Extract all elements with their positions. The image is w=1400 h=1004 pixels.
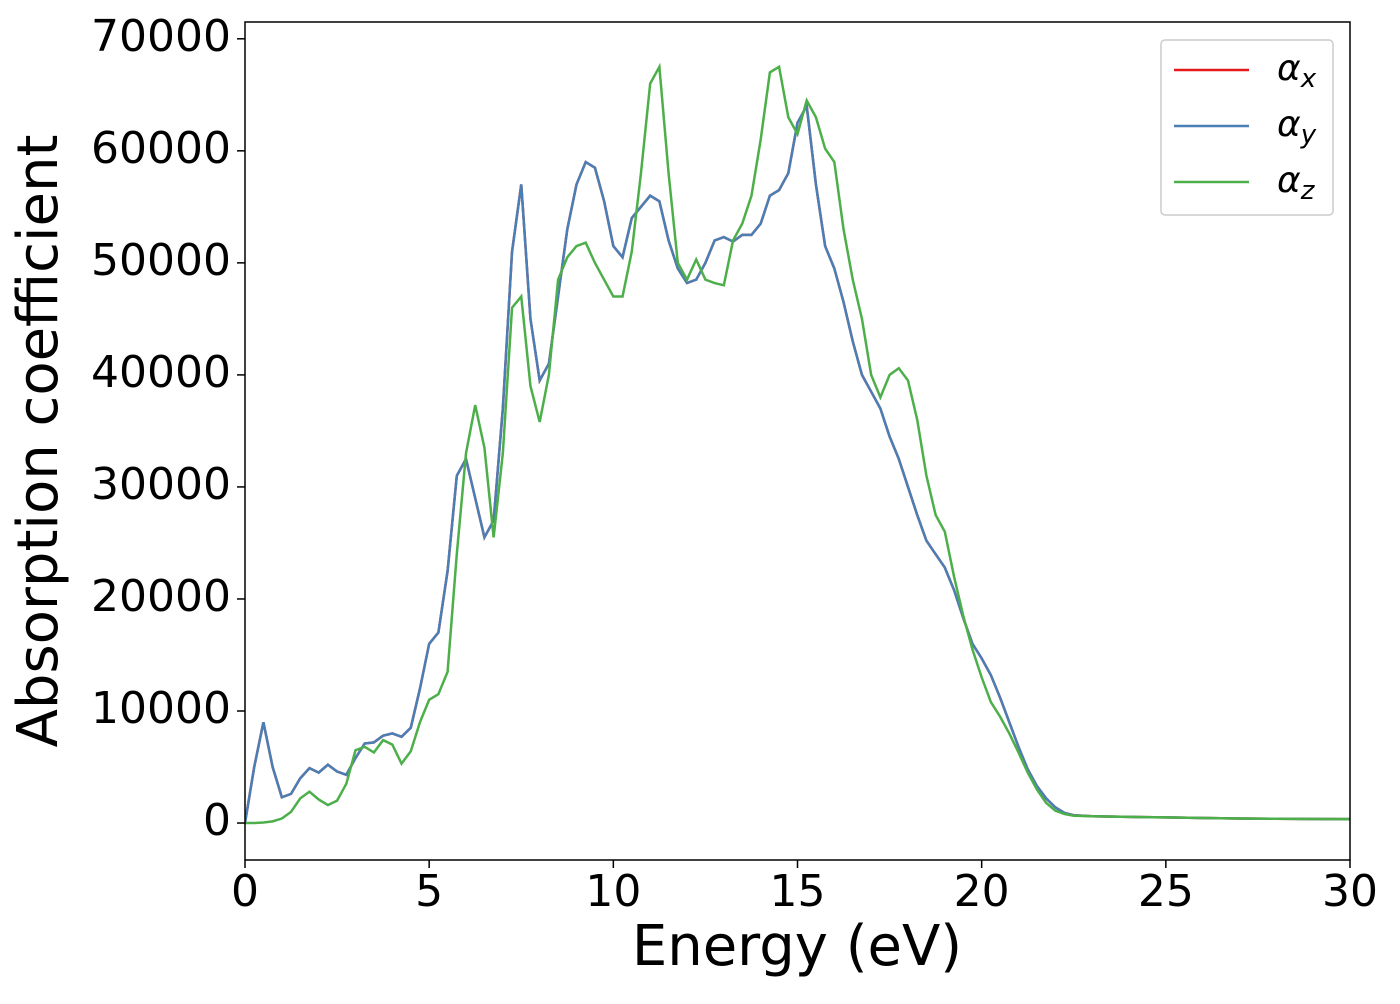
y-tick-label: 0 [203,795,231,846]
y-tick-label: 40000 [91,347,231,398]
legend-label: αy [1277,104,1317,150]
legend-label: αx [1277,48,1317,94]
y-tick-label: 20000 [91,571,231,622]
x-tick-label: 5 [415,866,443,917]
y-tick-label: 10000 [91,683,231,734]
x-tick-label: 25 [1138,866,1194,917]
x-tick-label: 10 [585,866,641,917]
series-line [245,62,1350,825]
x-axis-label: Energy (eV) [632,914,962,979]
x-tick-label: 20 [954,866,1010,917]
series-line [245,101,1350,824]
y-tick-label: 70000 [91,11,231,62]
plot-frame [244,21,1351,861]
x-tick-label: 0 [231,866,259,917]
legend-box [1160,39,1334,216]
x-tick-label: 15 [770,866,826,917]
y-tick-label: 50000 [91,235,231,286]
y-tick-label: 30000 [91,459,231,510]
x-tick-label: 30 [1322,866,1378,917]
y-axis-label: Absorption coefficient [6,135,71,748]
legend-label: αz [1277,160,1316,206]
y-tick-label: 60000 [91,123,231,174]
